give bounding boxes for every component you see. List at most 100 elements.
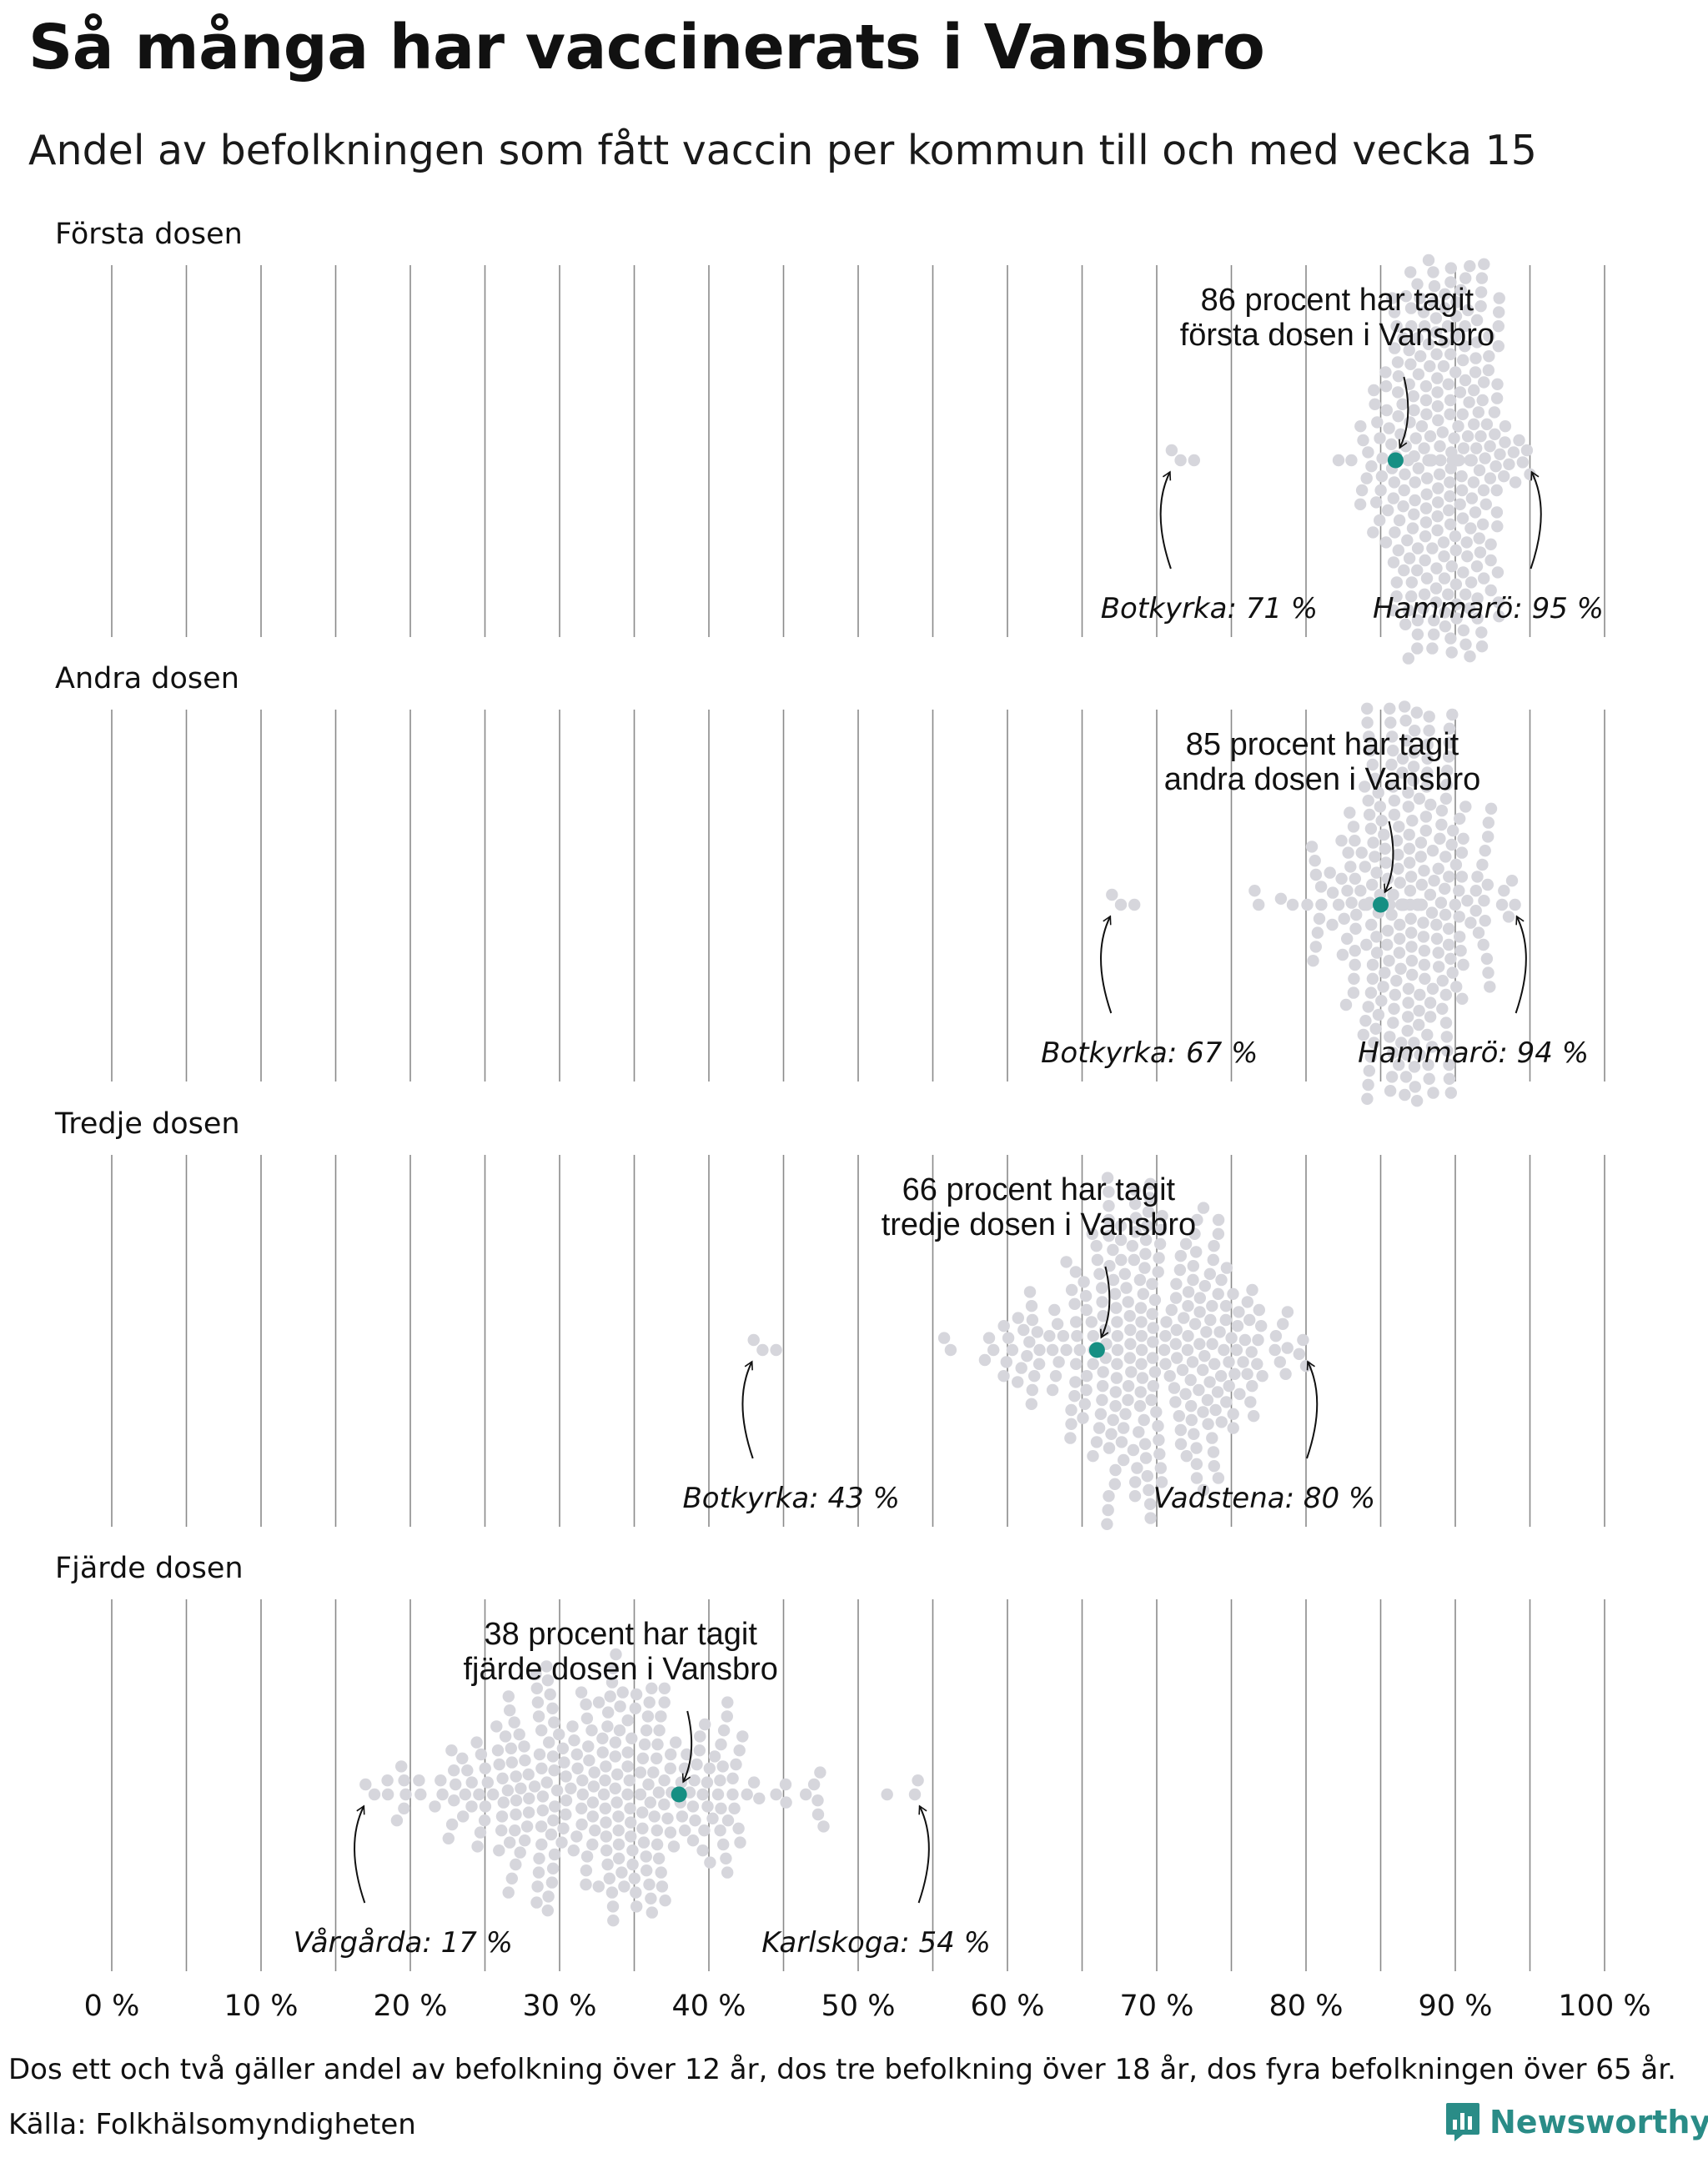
data-point (1437, 360, 1450, 373)
data-point (1241, 1296, 1254, 1308)
data-point (547, 1814, 560, 1827)
data-point (621, 1746, 634, 1759)
data-point (1245, 1346, 1258, 1358)
data-point (1495, 898, 1509, 911)
data-point (717, 1724, 731, 1737)
data-point (442, 1832, 455, 1844)
data-point (1375, 815, 1388, 827)
data-point (1421, 738, 1434, 751)
data-point (715, 1738, 727, 1751)
data-point (1350, 908, 1363, 921)
data-point (1127, 1443, 1140, 1457)
data-point (730, 1758, 742, 1771)
data-point (1324, 866, 1336, 879)
data-point (1360, 472, 1373, 484)
data-point (1114, 1233, 1128, 1247)
data-point (557, 1822, 570, 1834)
data-point (1477, 484, 1490, 497)
data-point (607, 1662, 620, 1675)
data-point (1032, 1358, 1046, 1371)
data-point (696, 1788, 709, 1801)
data-point (1065, 1403, 1078, 1417)
data-point (481, 1776, 494, 1789)
data-point (1444, 952, 1457, 966)
data-point (523, 1792, 535, 1804)
data-point (1424, 1011, 1437, 1023)
data-point (1437, 536, 1450, 549)
data-point (1048, 1303, 1061, 1317)
data-point (1417, 916, 1429, 929)
data-point (1103, 1442, 1116, 1454)
data-point (1188, 454, 1201, 467)
data-point (1470, 442, 1483, 454)
data-point (1363, 730, 1375, 743)
data-point (1087, 1330, 1100, 1342)
data-point (1374, 432, 1386, 444)
data-point (1174, 1423, 1188, 1437)
data-point (1419, 554, 1431, 567)
data-point (1142, 1206, 1155, 1218)
data-point (1484, 440, 1496, 453)
data-point (1445, 646, 1458, 659)
data-point (508, 1716, 520, 1729)
highlight-point (1387, 452, 1404, 469)
data-point (1174, 1438, 1188, 1451)
data-point (1197, 1363, 1209, 1377)
data-point (1478, 258, 1490, 270)
data-point (1399, 1088, 1411, 1102)
data-point (1402, 604, 1415, 617)
data-point (1223, 1380, 1235, 1393)
data-point (1000, 1356, 1013, 1368)
data-point (1170, 1323, 1183, 1337)
data-point (1411, 614, 1424, 627)
data-point (1360, 938, 1373, 951)
data-point (1109, 1386, 1123, 1398)
data-point (1422, 454, 1434, 467)
data-point (1400, 735, 1413, 747)
data-point (1409, 494, 1421, 507)
data-point (1412, 462, 1425, 474)
data-point (1185, 1413, 1198, 1427)
data-point (1186, 1356, 1199, 1368)
data-point (1447, 825, 1459, 837)
data-point (1436, 426, 1449, 439)
data-point (1422, 338, 1435, 350)
data-point (586, 1796, 600, 1809)
data-point (414, 1788, 427, 1801)
data-point (1174, 454, 1187, 467)
data-point (1444, 394, 1457, 407)
data-point (1418, 442, 1430, 454)
data-point (1273, 1356, 1287, 1368)
data-point (1359, 780, 1371, 793)
footnote: Dos ett och två gäller andel av befolkni… (8, 2053, 1676, 2086)
data-point (1021, 1350, 1033, 1363)
data-point (536, 1804, 549, 1817)
data-point (1123, 1310, 1136, 1322)
data-point (1248, 1410, 1260, 1423)
data-point (1136, 1372, 1149, 1384)
data-point (1403, 842, 1416, 855)
data-point (1419, 972, 1431, 986)
data-point (624, 1802, 636, 1814)
data-point (1465, 454, 1478, 467)
data-point (1493, 306, 1505, 319)
data-point (1459, 588, 1472, 600)
data-point (1459, 374, 1472, 387)
data-point (1097, 1310, 1109, 1322)
data-point (1128, 1183, 1142, 1197)
data-point (541, 1905, 554, 1917)
data-point (565, 1782, 577, 1794)
data-point (1479, 452, 1491, 464)
data-point (1404, 885, 1417, 897)
data-point (1444, 262, 1458, 274)
data-point (1135, 1343, 1148, 1357)
data-point (937, 1332, 951, 1344)
data-point (567, 1844, 580, 1857)
data-point (1445, 838, 1458, 851)
data-point (1090, 1436, 1103, 1448)
newsworthy-logo[interactable]: Newsworthy (1444, 2101, 1708, 2143)
data-point (1446, 708, 1459, 721)
data-point (1388, 476, 1401, 489)
data-point (1165, 444, 1178, 457)
data-point (1482, 816, 1495, 829)
